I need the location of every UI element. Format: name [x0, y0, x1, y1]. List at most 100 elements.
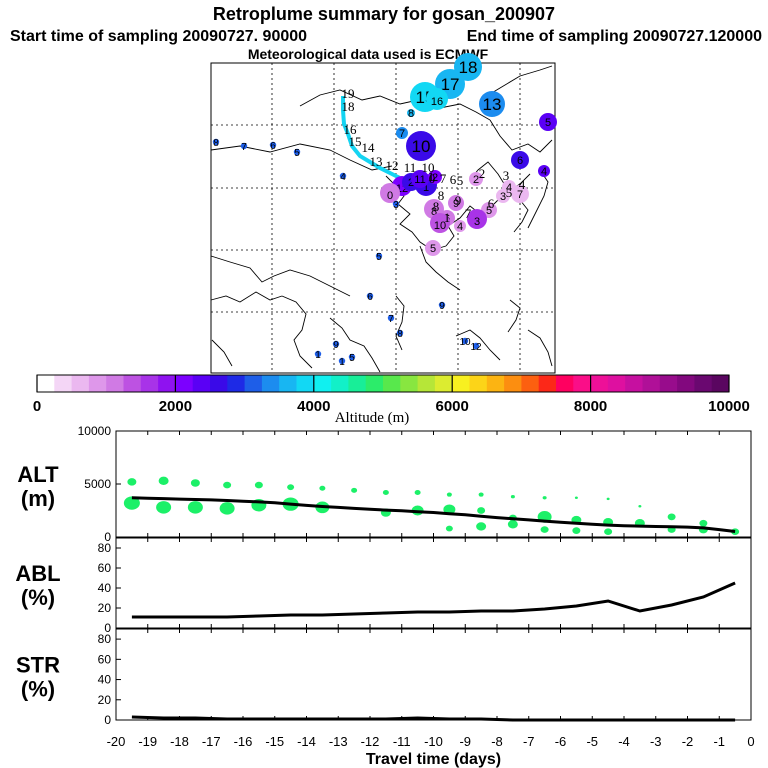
map-panel: 1817151613871012247354896310502111254687…: [210, 53, 557, 374]
x-tick-label: -11: [393, 734, 411, 749]
alt-dot: [477, 507, 486, 514]
map-plume-dot: [448, 195, 464, 211]
y-tick-label: 20: [98, 693, 112, 707]
map-trail-marker: [332, 340, 340, 348]
colorbar-cell: [383, 375, 401, 392]
alt-dot: [190, 479, 200, 487]
colorbar-cell: [417, 375, 436, 392]
colorbar-cell: [37, 375, 55, 392]
map-trail-number: 2: [479, 166, 486, 181]
x-tick-label: -19: [138, 734, 157, 749]
map-plume-label: 5: [486, 205, 492, 217]
x-tick-label: -8: [491, 734, 503, 749]
map-plume-dot: [426, 88, 448, 110]
panel-frame: [115, 430, 752, 538]
y-tick-label: 60: [98, 561, 112, 575]
map-trail-label: 10: [459, 337, 471, 348]
x-tick-label: -4: [618, 734, 630, 749]
map-trail-marker: [293, 148, 301, 156]
panel-alt: 0 5000 10000 ALT(m): [17, 424, 752, 544]
map-trail-marker: [269, 141, 277, 149]
colorbar-cell: [244, 375, 263, 392]
map-plume-dot: [380, 183, 400, 203]
map-plume-label: 4: [506, 182, 512, 194]
colorbar-tick-label: 8000: [574, 398, 607, 415]
colorbar-cell: [694, 375, 713, 392]
alt-dot: [638, 505, 642, 508]
alt-dot: [351, 487, 358, 493]
map-trail-label: 7: [388, 314, 394, 325]
map-plume-dot: [496, 189, 510, 203]
map-plume-label: 7: [399, 128, 405, 140]
y-tick-label: 40: [98, 673, 112, 687]
alt-dot: [606, 497, 610, 501]
map-trail-label: 9: [439, 301, 445, 312]
map-trail-marker: [339, 172, 347, 180]
x-tick-label: -1: [713, 734, 725, 749]
map-plume-dot: [454, 220, 466, 232]
colorbar-cell: [469, 375, 488, 392]
map-plume-dot: [396, 127, 408, 139]
map-trail-label: 5: [294, 148, 300, 159]
map-plume-label: 3: [474, 216, 480, 228]
map-plume-dot: [407, 109, 415, 117]
map-plume-label: 13: [483, 95, 502, 114]
map-trail-number: 10: [422, 160, 435, 175]
map-trail-number: 1: [444, 210, 451, 225]
colorbar-cell: [106, 375, 124, 392]
panel-frame: [115, 628, 752, 721]
met-data-label: Meteorological data used is ECMWF: [248, 46, 489, 62]
colorbar-cell: [71, 375, 90, 392]
map-trail-number: 13: [370, 154, 383, 169]
alt-dot: [540, 526, 549, 533]
map-plume-label: 6: [517, 155, 523, 167]
map-plume-label: 2: [432, 172, 438, 184]
colorbar-cell: [175, 375, 194, 392]
map-plume-dot: [511, 151, 529, 169]
map-trail-label: 9: [333, 340, 339, 351]
map-plume-label: 4: [457, 221, 463, 233]
map-trail-marker: [212, 138, 220, 146]
map-trail-number: 3: [503, 168, 510, 183]
map-trail-label: 4: [340, 172, 346, 183]
map-trail-marker: [375, 252, 383, 260]
map-trail-number: 9: [455, 193, 462, 208]
timeseries-panels: 0500010000ALT(m)020406080ABL(%)020406080…: [15, 424, 754, 768]
map-trail-marker: [348, 353, 356, 361]
figure-title: Retroplume summary for gosan_200907: [213, 4, 555, 24]
map-trail-number: 0: [429, 171, 436, 186]
map-trail-number: 4: [519, 177, 526, 192]
map-plume-label: 8: [408, 108, 414, 120]
x-tick-label: -10: [424, 734, 443, 749]
x-tick-label: -3: [650, 734, 662, 749]
colorbar-ticks: 0 2000 4000 6000 8000 10000: [33, 375, 750, 415]
colorbar-cell: [711, 375, 730, 392]
x-tick-label: -9: [459, 734, 471, 749]
map-plume-label: 9: [453, 198, 459, 210]
map-trail-number: 15: [349, 134, 362, 149]
y-tick-label: 60: [98, 652, 112, 666]
x-axis-label: Travel time (days): [366, 751, 501, 768]
map-plume-dots: 1817151613871012247354896310502111254687…: [212, 53, 557, 368]
panel-ylabel: STR: [16, 653, 60, 678]
map-plume-dot: [406, 131, 436, 161]
map-trail-marker: [314, 350, 322, 358]
map-plume-label: 3: [500, 191, 506, 203]
map-trail-number: 18: [342, 99, 355, 114]
map-trail-marker: [338, 357, 346, 365]
map-trail-label: 8: [213, 138, 219, 149]
colorbar-cell: [296, 375, 315, 392]
map-trail-number: 16: [344, 122, 358, 137]
alt-dot: [414, 489, 421, 495]
alt-dot: [699, 519, 708, 527]
colorbar-cell: [158, 375, 176, 392]
map-trail-marker: [461, 337, 469, 345]
x-tick-label: -7: [523, 734, 535, 749]
map-trail-marker: [387, 314, 395, 322]
map-trail-label: 12: [470, 342, 482, 353]
map-trail-marker: [472, 342, 480, 350]
map-trail-marker: [240, 142, 248, 150]
y-tick-label: 5000: [84, 477, 111, 491]
map-trail-number: 1: [428, 169, 435, 184]
colorbar-cell: [573, 375, 591, 392]
